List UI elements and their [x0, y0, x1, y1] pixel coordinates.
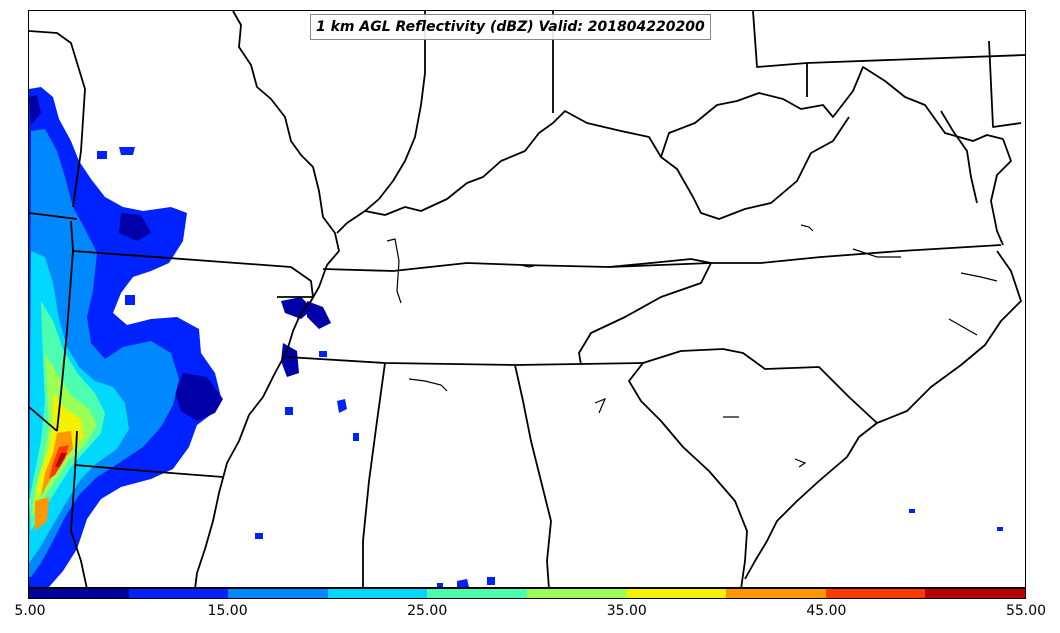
echo-cells [97, 147, 1003, 587]
colorbar [28, 588, 1026, 599]
lakes-rivers [386, 224, 998, 468]
colorbar-tick-label: 15.00 [207, 603, 248, 619]
colorbar-segment [526, 589, 627, 598]
reflectivity-echoes [29, 87, 1003, 587]
colorbar-segment [726, 589, 826, 598]
colorbar-tick-label: 55.00 [1005, 603, 1047, 619]
colorbar-tick-label: 35.00 [606, 603, 647, 619]
colorbar-segment [825, 589, 926, 598]
colorbar-tick-label: 45.00 [806, 603, 847, 619]
colorbar-segment [626, 589, 727, 598]
map-title: 1 km AGL Reflectivity (dBZ) Valid: 20180… [310, 14, 711, 40]
colorbar-segment [228, 589, 328, 598]
colorbar-segment [29, 589, 129, 598]
colorbar-tick-label: 25.00 [407, 603, 448, 619]
colorbar-segment [327, 589, 428, 598]
basemap [29, 11, 1025, 587]
state-boundaries [29, 11, 1025, 587]
colorbar-segment [427, 589, 527, 598]
colorbar-segment [128, 589, 229, 598]
colorbar-tick-label: 5.00 [14, 603, 46, 619]
map-panel [28, 10, 1026, 588]
echo-level-55 [55, 453, 67, 467]
colorbar-segment [925, 589, 1025, 598]
